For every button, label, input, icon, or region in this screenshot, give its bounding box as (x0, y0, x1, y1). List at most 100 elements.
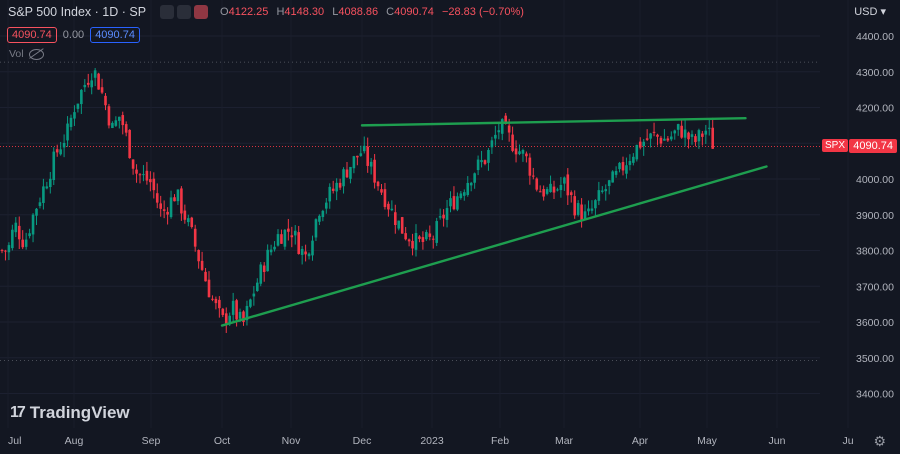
candle-body (52, 151, 56, 181)
candle-body (614, 170, 618, 175)
candle-body (138, 174, 142, 176)
candle-body (594, 200, 597, 209)
candle-body (642, 141, 645, 146)
candle-body (373, 159, 376, 183)
candle-body (42, 186, 45, 203)
gear-icon[interactable]: ⚙ (873, 433, 886, 449)
candle-body (404, 233, 407, 240)
candle-body (311, 240, 314, 256)
candle-body (590, 208, 594, 211)
candle-body (687, 132, 690, 140)
candle-body (542, 189, 545, 197)
candle-body (638, 141, 642, 148)
candle-body (14, 222, 18, 233)
candle-body (569, 192, 573, 196)
tradingview-logo[interactable]: 17 TradingView (10, 403, 130, 423)
candle-body (69, 117, 73, 127)
candle-body (152, 178, 156, 191)
candle-body (190, 217, 194, 228)
price-tick-label: 4200.00 (856, 103, 894, 115)
close-value: 4090.74 (394, 6, 434, 18)
candle-body (428, 233, 432, 237)
candle-body (166, 211, 169, 215)
ohlc-values: O4122.25 H4148.30 L4088.86 C4090.74 −28.… (220, 6, 524, 18)
price-tick-label: 4400.00 (856, 31, 894, 43)
candle-body (214, 298, 218, 304)
support-trendline (220, 165, 768, 327)
candle-body (694, 136, 697, 143)
candle-body (11, 229, 14, 249)
candle-body (576, 203, 580, 215)
candle-body (331, 188, 335, 191)
time-tick-label: Nov (282, 435, 301, 447)
candle-body (273, 246, 276, 250)
candle-body (690, 134, 694, 137)
candle-body (287, 228, 290, 232)
currency-selector[interactable]: USD ▾ (854, 6, 886, 18)
candle-body (442, 214, 445, 219)
candle-body (221, 308, 225, 315)
candle-body (597, 190, 601, 201)
ask-box[interactable]: 4090.74 (90, 27, 140, 43)
candle-body (480, 160, 483, 163)
candle-body (204, 271, 207, 282)
candle-body (449, 198, 452, 207)
candle-body (414, 232, 418, 250)
candle-body (607, 180, 611, 187)
candle-body (93, 70, 97, 78)
time-tick-label: Feb (491, 435, 509, 447)
candle-body (276, 234, 280, 246)
candle-body (487, 150, 490, 163)
candle-body (149, 179, 152, 183)
candle-body (559, 184, 563, 191)
candle-body (290, 235, 294, 238)
candle-body (97, 73, 100, 90)
eye-hidden-icon[interactable] (28, 48, 44, 60)
high-value: 4148.30 (284, 6, 325, 18)
candle-body (680, 125, 683, 138)
candle-body (297, 232, 300, 255)
candle-body (500, 119, 504, 134)
candle-body (507, 125, 511, 133)
candle-body (207, 279, 211, 298)
candle-body (580, 204, 583, 221)
candle-body (187, 218, 190, 223)
candle-body (452, 196, 456, 210)
candle-body (21, 239, 24, 248)
symbol-title[interactable]: S&P 500 Index · 1D · SP (8, 5, 147, 19)
volume-label: Vol (9, 48, 24, 60)
candle-body (521, 150, 525, 154)
candle-body (0, 250, 4, 252)
candle-body (625, 165, 628, 174)
candle-body (352, 156, 356, 169)
low-value: 4088.86 (338, 6, 379, 18)
candle-body (76, 103, 80, 109)
candle-body (231, 300, 235, 315)
candle-body (83, 84, 87, 88)
candle-body (252, 293, 256, 297)
legend-controls[interactable] (160, 5, 209, 19)
candle-body (362, 145, 366, 152)
candle-body (535, 178, 539, 190)
candle-body (266, 249, 269, 272)
legend-header: S&P 500 Index · 1D · SP O4122.25 H4148.3… (8, 5, 529, 19)
candle-body (45, 186, 49, 189)
candle-body (235, 300, 238, 320)
candle-body (173, 197, 176, 202)
candle-body (573, 196, 576, 216)
candle-body (618, 162, 621, 170)
candle-body (421, 237, 425, 242)
candle-body (24, 239, 28, 247)
candle-body (528, 157, 532, 176)
candle-body (676, 124, 680, 130)
time-axis: Jul Aug Sep Oct Nov Dec 2023 Feb Mar Apr May Jun Ju (8, 435, 854, 447)
candle-body (342, 169, 345, 187)
candle-body (466, 182, 470, 195)
candle-body (545, 189, 549, 194)
candle-body (121, 115, 125, 126)
candle-body (652, 131, 656, 133)
bid-box[interactable]: 4090.74 (7, 27, 57, 43)
candle-body (159, 203, 162, 209)
volume-legend[interactable]: Vol (9, 48, 44, 60)
